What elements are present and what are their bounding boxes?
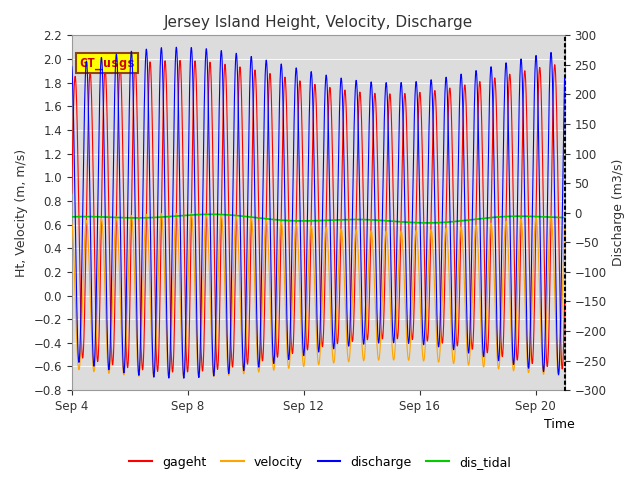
discharge — [499, 220, 506, 226]
dis_tidal — [68, 214, 76, 220]
Text: GT_usgs: GT_usgs — [79, 57, 135, 70]
velocity — [278, 228, 286, 234]
dis_tidal — [561, 215, 568, 220]
gageht — [68, 191, 76, 196]
gageht — [499, 353, 506, 359]
velocity — [499, 298, 506, 303]
velocity — [124, 281, 132, 287]
velocity — [172, 211, 180, 216]
discharge — [124, 186, 132, 192]
discharge — [278, 80, 286, 85]
discharge — [180, 375, 188, 381]
dis_tidal — [124, 215, 132, 221]
velocity — [561, 226, 568, 231]
discharge — [552, 241, 559, 247]
gageht — [154, 367, 161, 373]
X-axis label: Time: Time — [544, 419, 575, 432]
dis_tidal — [424, 220, 431, 226]
dis_tidal — [499, 214, 506, 219]
dis_tidal — [154, 215, 161, 220]
Y-axis label: Discharge (m3/s): Discharge (m3/s) — [612, 159, 625, 266]
gageht — [278, 144, 286, 150]
gageht — [169, 369, 177, 375]
dis_tidal — [207, 211, 214, 217]
Title: Jersey Island Height, Velocity, Discharge: Jersey Island Height, Velocity, Discharg… — [164, 15, 473, 30]
dis_tidal — [278, 217, 286, 223]
Line: dis_tidal: dis_tidal — [72, 214, 564, 223]
Line: velocity: velocity — [72, 214, 564, 378]
discharge — [68, 64, 76, 70]
discharge — [154, 235, 161, 241]
gageht — [176, 58, 184, 63]
velocity — [552, 308, 559, 314]
velocity — [154, 305, 161, 311]
gageht — [124, 363, 132, 369]
Line: discharge: discharge — [72, 47, 564, 378]
velocity — [180, 375, 188, 381]
Legend: gageht, velocity, discharge, dis_tidal: gageht, velocity, discharge, dis_tidal — [124, 451, 516, 474]
discharge — [257, 297, 265, 302]
gageht — [257, 335, 265, 340]
dis_tidal — [552, 215, 559, 220]
gageht — [561, 297, 568, 302]
discharge — [561, 75, 568, 81]
velocity — [68, 220, 76, 226]
discharge — [172, 44, 180, 50]
velocity — [257, 336, 265, 341]
dis_tidal — [257, 216, 265, 221]
Y-axis label: Ht, Velocity (m, m/s): Ht, Velocity (m, m/s) — [15, 149, 28, 277]
Line: gageht: gageht — [72, 60, 564, 372]
gageht — [552, 65, 559, 71]
